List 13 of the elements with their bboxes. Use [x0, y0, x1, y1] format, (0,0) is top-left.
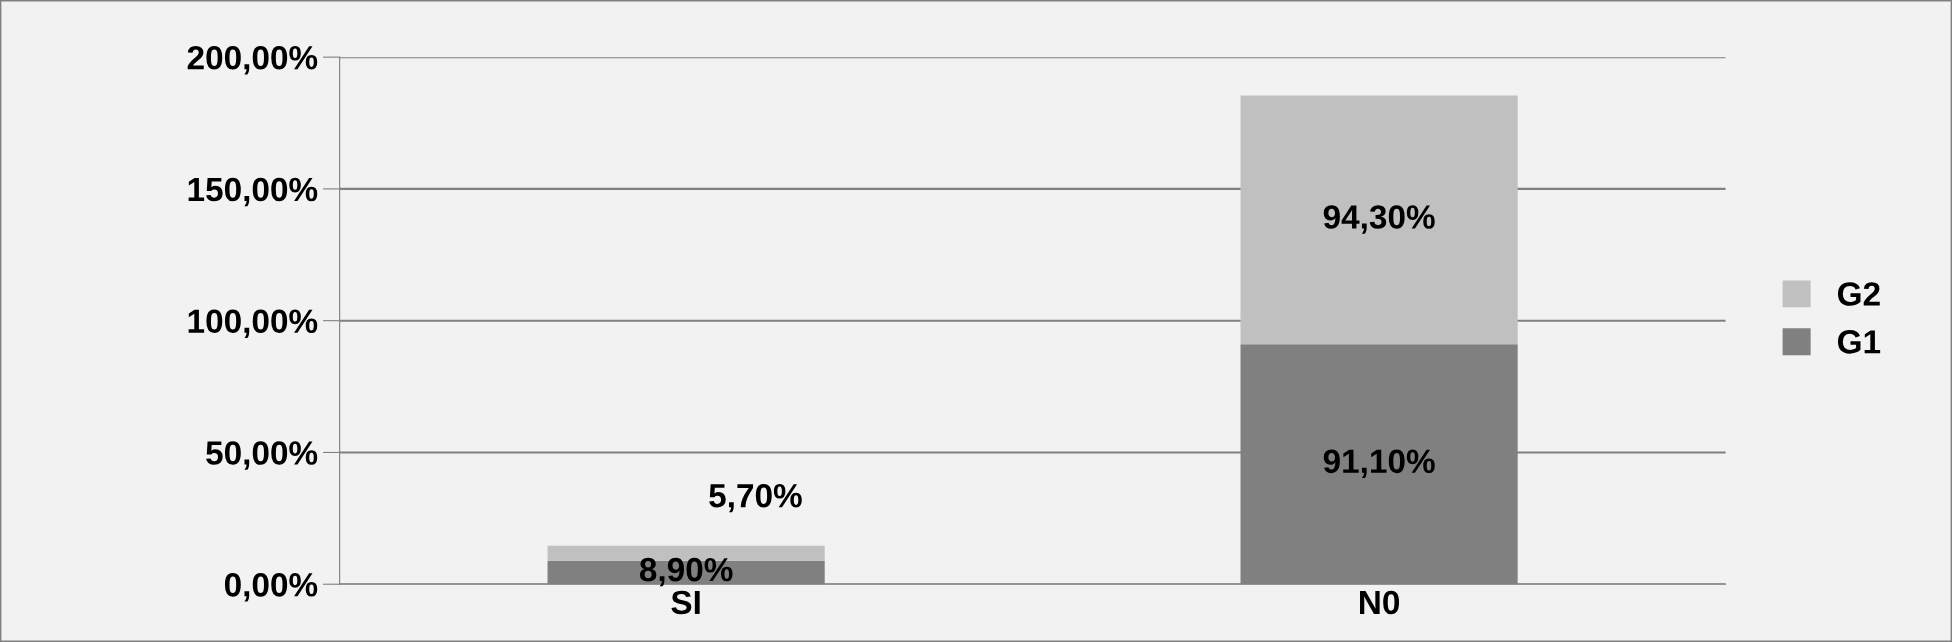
legend-label: G2 — [1837, 282, 1880, 306]
y-tick-label: 50,00% — [206, 441, 318, 470]
data-label: 5,70% — [709, 483, 802, 513]
y-tick-label: 0,00% — [224, 573, 318, 602]
legend-label: G1 — [1837, 330, 1881, 354]
y-tick-label: 150,00% — [188, 177, 318, 207]
data-label: 8,90% — [639, 557, 733, 587]
y-tick-label: 100,00% — [188, 309, 318, 338]
x-tick-label: N0 — [1360, 590, 1400, 615]
x-tick-label: SI — [671, 590, 700, 615]
data-label: 91,10% — [1323, 449, 1435, 478]
data-label: 94,30% — [1323, 205, 1435, 234]
y-tick-label: 200,00% — [187, 45, 318, 75]
